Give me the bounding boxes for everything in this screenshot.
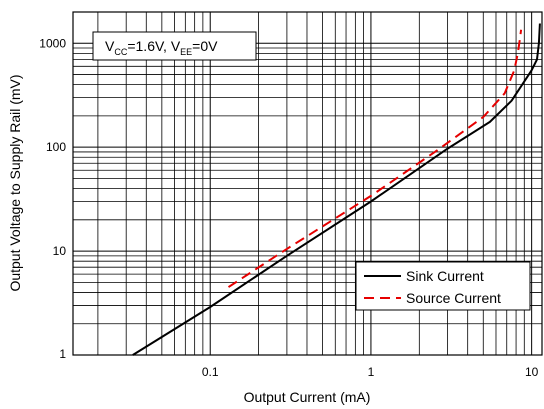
legend-box	[355, 261, 531, 311]
tick-labels: 0.1 1 10 1 10 100 1000	[39, 36, 538, 379]
plot-frame	[72, 11, 543, 356]
condition-annotation: VCC=1.6V, VEE=0V	[92, 31, 257, 61]
y-tick-label: 1000	[39, 36, 66, 50]
x-axis-title: Output Current (mA)	[244, 389, 371, 405]
x-tick-label: 0.1	[202, 365, 219, 379]
legend-label-sink: Sink Current	[406, 268, 484, 284]
y-axis-title: Output Voltage to Supply Rail (mV)	[7, 74, 23, 291]
x-tick-label: 1	[368, 365, 375, 379]
annotation-box	[92, 31, 257, 61]
x-tick-label: 10	[525, 365, 539, 379]
legend-label-source: Source Current	[406, 290, 501, 306]
y-tick-label: 1	[59, 347, 66, 361]
legend: Sink Current Source Current	[355, 261, 531, 311]
y-tick-label: 10	[53, 244, 67, 258]
sink-current-line	[132, 23, 541, 356]
series-layer	[132, 23, 541, 356]
annotation-text: VCC=1.6V, VEE=0V	[105, 38, 218, 57]
source-current-line	[227, 29, 523, 288]
y-tick-label: 100	[46, 140, 66, 154]
